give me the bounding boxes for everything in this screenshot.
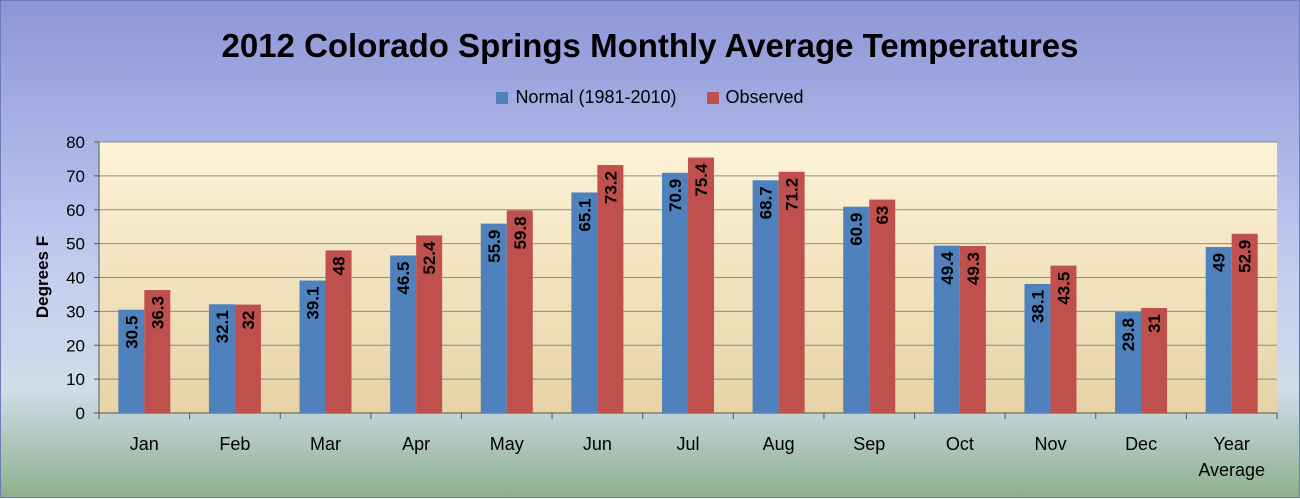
x-tick-label: Sep (853, 434, 885, 454)
x-tick-label: Feb (219, 434, 250, 454)
bar-observed (325, 250, 352, 413)
x-tick-label: May (490, 434, 524, 454)
y-tick-label: 60 (66, 201, 85, 220)
data-label: 68.7 (757, 186, 776, 219)
bar-observed (416, 235, 443, 413)
y-tick-label: 70 (66, 167, 85, 186)
data-label: 29.8 (1119, 318, 1138, 351)
data-label: 48 (330, 256, 349, 275)
y-tick-label: 50 (66, 235, 85, 254)
x-tick-label: Mar (310, 434, 341, 454)
bar-normal (1115, 312, 1142, 413)
data-label: 52.4 (420, 241, 439, 275)
x-tick-label: Nov (1034, 434, 1066, 454)
bar-normal (933, 245, 960, 413)
data-label: 75.4 (692, 163, 711, 197)
data-label: 46.5 (394, 261, 413, 294)
bar-observed (234, 304, 261, 413)
data-label: 70.9 (666, 179, 685, 212)
legend-item-observed: Observed (706, 87, 804, 108)
bar-observed (1231, 233, 1258, 413)
data-label: 36.3 (148, 296, 167, 329)
data-label: 43.5 (1054, 272, 1073, 305)
bar-normal (662, 172, 688, 413)
x-tick-label: Dec (1125, 434, 1157, 454)
legend-label-observed: Observed (725, 87, 804, 107)
data-label: 63 (873, 206, 892, 225)
legend: Normal (1981-2010) Observed (1, 87, 1299, 108)
data-label: 32.1 (213, 310, 232, 343)
x-tick-label: Year Average (1198, 434, 1265, 480)
bar-normal (118, 309, 145, 413)
bar-observed (778, 171, 805, 413)
bar-observed (869, 199, 896, 413)
bar-normal (1205, 247, 1232, 413)
x-tick-label: Oct (946, 434, 974, 454)
data-label: 49.4 (938, 251, 957, 285)
data-label: 52.9 (1236, 240, 1255, 273)
data-label: 30.5 (122, 316, 141, 349)
bar-normal (390, 255, 417, 413)
bar-normal (571, 192, 598, 413)
y-tick-label: 0 (76, 404, 85, 423)
data-label: 38.1 (1028, 290, 1047, 323)
data-label: 71.2 (783, 178, 802, 211)
y-tick-label: 30 (66, 302, 85, 321)
bar-normal (1024, 283, 1051, 413)
legend-swatch-observed (706, 91, 719, 104)
data-label: 31 (1145, 314, 1164, 333)
data-label: 55.9 (485, 230, 504, 263)
bar-observed (597, 165, 624, 413)
bar-observed (506, 210, 533, 413)
bar-normal (299, 280, 326, 413)
bar-normal (843, 206, 870, 413)
chart-title: 2012 Colorado Springs Monthly Average Te… (221, 27, 1079, 64)
x-tick-label: Aug (763, 434, 795, 454)
bar-observed (144, 290, 171, 413)
bar-observed (1141, 307, 1168, 413)
x-tick-label: Jul (676, 434, 699, 454)
data-label: 65.1 (575, 198, 594, 231)
data-label: 49.3 (964, 252, 983, 285)
data-label: 73.2 (601, 171, 620, 204)
data-label: 59.8 (511, 216, 530, 249)
legend-item-normal: Normal (1981-2010) (496, 87, 677, 108)
bar-observed (1050, 265, 1077, 413)
data-label: 49 (1210, 253, 1229, 272)
data-label: 39.1 (304, 287, 323, 320)
bar-normal (480, 223, 507, 413)
data-label: 32 (239, 311, 258, 330)
y-tick-label: 80 (66, 133, 85, 152)
x-tick-label: Jun (583, 434, 612, 454)
data-label: 60.9 (847, 213, 866, 246)
bar-normal (208, 304, 235, 413)
legend-swatch-normal (496, 91, 509, 104)
y-tick-label: 10 (66, 370, 85, 389)
bar-normal (752, 180, 779, 413)
x-tick-label: Apr (402, 434, 430, 454)
bar-observed (959, 245, 986, 413)
bar-observed (688, 157, 714, 413)
y-tick-label: 40 (66, 269, 85, 288)
legend-label-normal: Normal (1981-2010) (515, 87, 677, 107)
x-tick-label: Jan (130, 434, 159, 454)
y-tick-label: 20 (66, 336, 85, 355)
